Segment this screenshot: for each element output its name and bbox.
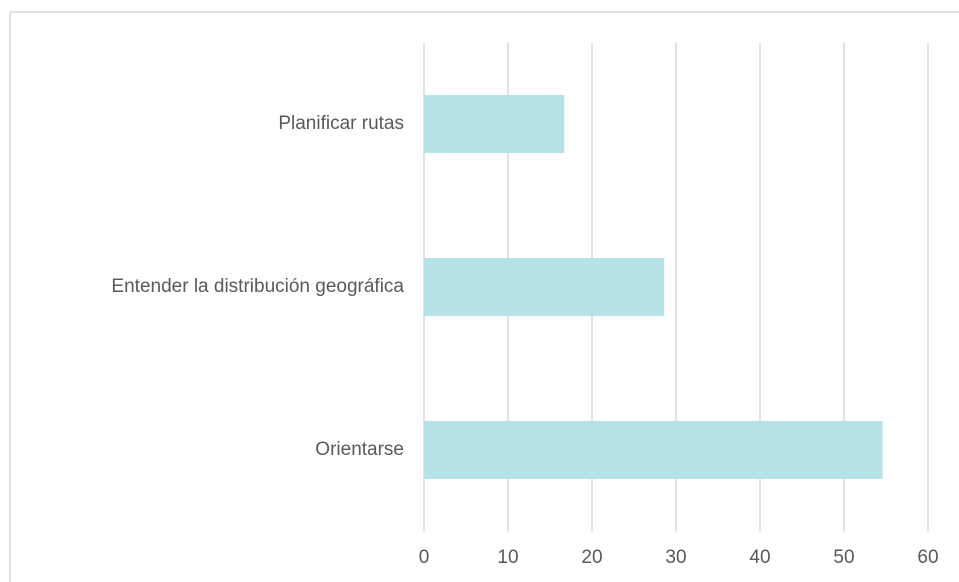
y-tick-label: Orientarse [315, 439, 404, 460]
bar [424, 95, 565, 153]
x-tick-label: 50 [833, 547, 854, 568]
y-tick-label: Planificar rutas [278, 113, 404, 134]
y-tick-label: Entender la distribución geográfica [111, 276, 404, 297]
chart-frame [9, 11, 959, 582]
bar [424, 258, 665, 316]
x-tick-label: 20 [581, 547, 602, 568]
x-tick-label: 60 [917, 547, 938, 568]
bar [424, 421, 883, 479]
x-tick-label: 40 [749, 547, 770, 568]
x-tick-label: 0 [419, 547, 430, 568]
x-tick-label: 30 [665, 547, 686, 568]
x-tick-label: 10 [497, 547, 518, 568]
